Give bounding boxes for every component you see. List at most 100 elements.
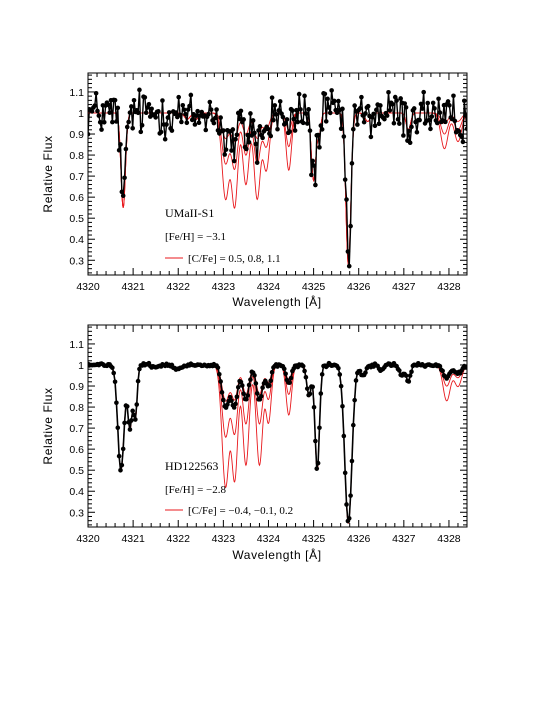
observed-point [267,383,272,388]
observed-point [365,103,371,109]
observed-point [338,126,344,132]
y-axis-label: Relative Flux [41,387,55,464]
observed-point [139,122,145,128]
observed-point [116,147,122,153]
observed-point [272,103,278,108]
observed-point [309,172,314,178]
observed-point [317,145,322,150]
observed-point [283,120,288,126]
observed-point [265,126,271,132]
observed-point [300,363,306,369]
observed-line [88,89,467,267]
observed-point [460,139,466,145]
observed-point [421,89,426,95]
observed-point [342,177,348,182]
observed-point [99,127,104,132]
observed-point [402,101,408,106]
observed-point [395,117,401,122]
observed-point [417,117,422,123]
observed-point [88,131,91,137]
x-tick-label: 4327 [392,533,416,545]
observed-point [334,110,340,116]
observed-point [357,368,363,374]
observed-line [88,361,467,524]
observed-point [131,97,137,103]
observed-point [276,108,282,113]
observed-point [425,100,431,106]
observed-point [234,132,240,138]
observed-point [372,123,378,129]
observed-point [336,98,341,104]
observed-point [398,96,403,101]
observed-point [130,126,135,131]
observed-point [281,366,287,372]
observed-point [120,446,126,452]
observed-point [290,108,295,113]
observed-point [223,147,229,152]
y-tick-label: 0.7 [69,171,84,183]
observed-point [348,223,353,229]
y-tick-label: 0.4 [69,234,84,246]
observed-point [124,404,130,409]
observed-point [268,378,274,384]
observed-point [231,405,237,410]
x-tick-label: 4322 [167,281,191,293]
observed-point [451,93,456,99]
observed-point [340,403,345,409]
observed-point [238,379,244,385]
x-tick-label: 4324 [257,281,281,293]
observed-point [115,425,121,431]
observed-point [241,391,246,397]
y-tick-label: 1.1 [69,339,84,351]
observed-point [129,104,134,109]
observed-spectrum [88,87,467,269]
observed-point [313,438,318,444]
y-tick-label: 0.3 [69,255,84,267]
observed-point [418,101,424,107]
observed-point [122,420,127,426]
observed-point [252,373,257,378]
observed-point [429,114,435,119]
observed-point [254,160,260,165]
observed-point [244,146,249,152]
observed-point [440,368,445,374]
observed-point [257,124,263,129]
observed-point [409,124,414,130]
observed-point [371,111,376,117]
observed-point [153,115,158,120]
observed-point [215,365,221,370]
observed-point [135,110,141,116]
observed-point [296,91,302,97]
observed-point [110,119,115,125]
observed-point [133,417,138,422]
observed-point [382,116,387,122]
x-tick-label: 4320 [76,533,100,545]
x-tick-labels: 4320 4321 4322 4323 4324 4325 4326 4327 4328 [76,533,460,545]
observed-point [304,121,310,126]
star-name: HD122563 [165,459,218,473]
y-tick-label: 0.4 [69,486,84,498]
observed-point [437,363,443,369]
model-spectra [88,364,467,525]
observed-point [97,120,103,125]
observed-point [129,418,134,423]
observed-point [106,102,111,107]
observed-point [177,112,183,118]
observed-point [284,117,290,122]
observed-point [463,113,467,118]
observed-point [432,106,437,111]
x-tick-label: 4325 [302,533,326,545]
model-spectrum-0 [88,364,467,525]
observed-point [179,119,184,125]
observed-point [119,462,125,468]
tick-marks [87,325,468,527]
observed-point [199,109,204,115]
observed-point [206,111,211,117]
observed-point [378,103,383,108]
observed-point [452,118,458,124]
observed-point [291,116,297,122]
observed-point [323,119,329,124]
observed-point [420,106,425,111]
y-tick-labels: 0.3 0.4 0.5 0.6 0.7 0.8 0.9 1 1.1 [69,339,84,519]
observed-point [277,99,283,104]
